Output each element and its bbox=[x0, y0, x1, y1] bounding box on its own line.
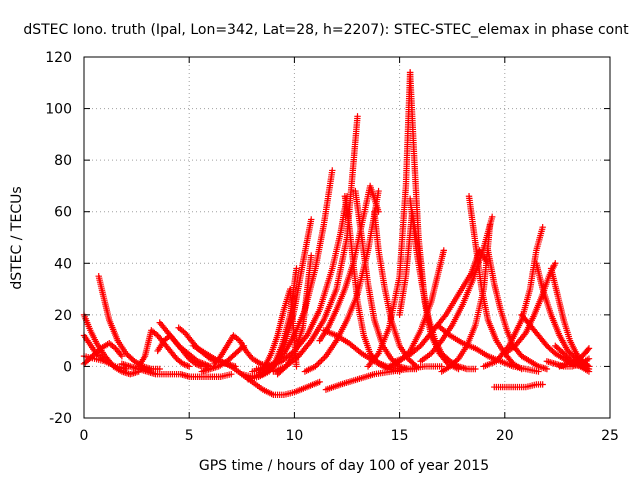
y-tick-label: 60 bbox=[54, 205, 72, 221]
series bbox=[80, 332, 130, 373]
data-point bbox=[329, 167, 336, 174]
series bbox=[518, 311, 593, 373]
plot-frame bbox=[83, 56, 611, 419]
data-point bbox=[277, 353, 285, 360]
data-point bbox=[316, 358, 324, 366]
data-point bbox=[535, 368, 542, 375]
data-point bbox=[276, 354, 283, 362]
data-point bbox=[279, 351, 286, 359]
x-tick-label: 5 bbox=[185, 428, 194, 444]
data-point bbox=[539, 381, 546, 388]
series bbox=[352, 187, 420, 373]
series bbox=[434, 321, 542, 375]
data-point bbox=[543, 365, 551, 373]
data-point bbox=[319, 355, 327, 363]
data-point bbox=[101, 358, 109, 365]
data-point bbox=[308, 252, 315, 259]
data-point bbox=[228, 370, 235, 378]
series bbox=[480, 223, 546, 370]
data-point bbox=[375, 187, 382, 195]
data-point bbox=[585, 365, 593, 373]
series bbox=[491, 381, 546, 391]
series bbox=[95, 272, 163, 373]
data-point bbox=[472, 365, 479, 373]
series bbox=[156, 319, 214, 370]
data-point bbox=[293, 363, 300, 370]
y-tick-label: 80 bbox=[54, 153, 72, 169]
data-point bbox=[186, 363, 193, 370]
data-point bbox=[440, 247, 447, 254]
x-tick-label: 0 bbox=[80, 428, 89, 444]
y-tick-label: -20 bbox=[49, 411, 72, 427]
y-tick-label: 0 bbox=[63, 359, 72, 375]
series bbox=[274, 252, 315, 378]
data-point bbox=[293, 265, 300, 272]
data-point bbox=[552, 260, 559, 267]
y-axis-label: dSTEC / TECUs bbox=[9, 186, 25, 289]
data-point bbox=[118, 352, 126, 360]
data-point bbox=[488, 213, 496, 221]
x-tick-label: 25 bbox=[601, 428, 619, 444]
axis-ticks: 0 5 10 15 20 25 -20 0 20 40 60 80 100 120 bbox=[45, 50, 619, 444]
series bbox=[322, 363, 445, 393]
data-point bbox=[539, 223, 546, 231]
y-tick-label: 20 bbox=[54, 308, 72, 324]
series bbox=[364, 69, 414, 370]
data-point bbox=[486, 221, 494, 228]
x-tick-label: 20 bbox=[496, 428, 514, 444]
y-tick-label: 100 bbox=[45, 102, 72, 118]
x-tick-label: 10 bbox=[285, 428, 303, 444]
y-tick-label: 120 bbox=[45, 50, 72, 66]
y-tick-label: 40 bbox=[54, 256, 72, 272]
data-point bbox=[354, 113, 361, 120]
data-point bbox=[585, 355, 593, 362]
data-point bbox=[308, 216, 315, 223]
series bbox=[484, 247, 551, 373]
data-point bbox=[318, 357, 325, 364]
series bbox=[118, 360, 235, 380]
data-point bbox=[585, 345, 593, 352]
data-point bbox=[312, 363, 319, 370]
series bbox=[249, 167, 336, 375]
data-point bbox=[316, 378, 323, 386]
data-marks bbox=[80, 69, 593, 398]
series bbox=[556, 345, 593, 370]
data-point bbox=[584, 346, 592, 353]
chart-title: dSTEC Iono. truth (Ipal, Lon=342, Lat=28… bbox=[23, 22, 629, 38]
data-point bbox=[313, 361, 321, 369]
data-point bbox=[315, 360, 322, 367]
x-tick-label: 15 bbox=[391, 428, 409, 444]
x-axis-label: GPS time / hours of day 100 of year 2015 bbox=[199, 458, 489, 474]
